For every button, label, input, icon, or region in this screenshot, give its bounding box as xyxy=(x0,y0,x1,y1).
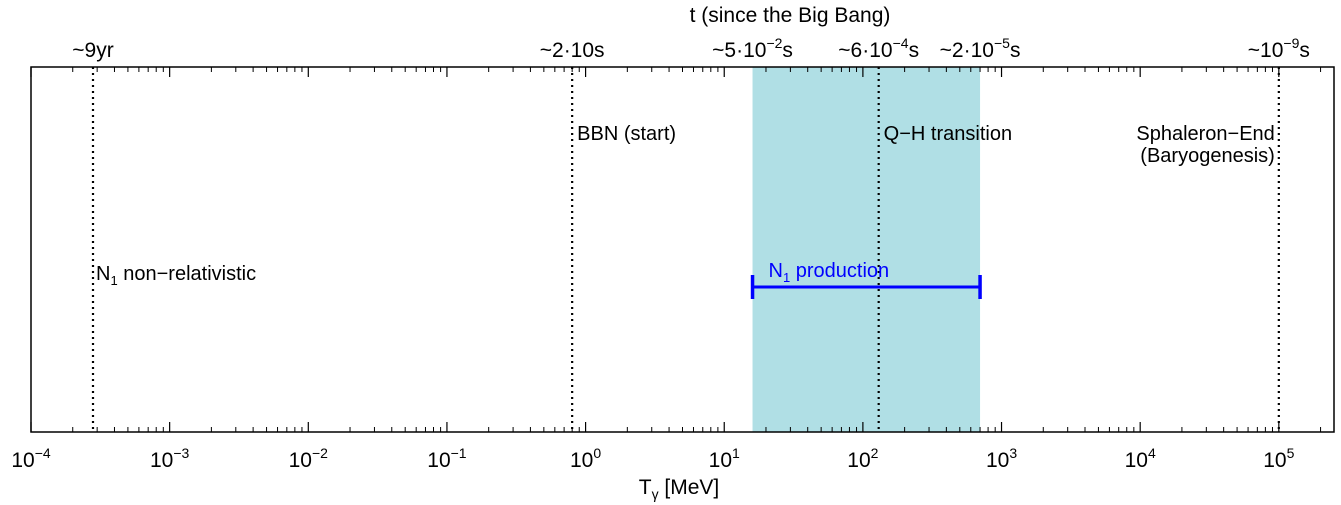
chart-title: t (since the Big Bang) xyxy=(690,4,891,27)
marker-label: BBN (start) xyxy=(577,123,676,145)
x-tick-label: 102 xyxy=(847,445,878,472)
time-tick-label: ~10−9s xyxy=(1248,35,1310,62)
top-ticks: ~9yr ~2·10s ~5·10−2s ~6·10−4s ~2·10−5s ~10−9s xyxy=(72,35,1310,62)
marker-labels: BBN (start) Q−H transition Sphaleron−End(B… xyxy=(577,123,1275,167)
x-tick-label: 101 xyxy=(709,445,740,472)
x-tick-label: 104 xyxy=(1125,445,1156,472)
nonrelativistic-label: N1 non−relativistic xyxy=(96,263,256,288)
x-tick-label: 10−1 xyxy=(427,445,467,472)
shaded-region xyxy=(752,67,981,432)
x-axis-label: Tγ [MeV] xyxy=(639,476,720,502)
marker-label: (Baryogenesis) xyxy=(1140,145,1275,167)
x-tick-label: 10−3 xyxy=(150,445,190,472)
marker-label: Q−H transition xyxy=(884,123,1012,145)
x-tick-label: 103 xyxy=(986,445,1017,472)
time-tick-label: ~5·10−2s xyxy=(712,35,793,62)
time-tick-label: ~9yr xyxy=(72,39,113,62)
x-tick-label: 10−4 xyxy=(11,445,51,472)
x-tick-label: 105 xyxy=(1263,445,1294,472)
bottom-ticks: 10−4 10−3 10−2 10−1 100 101 102 103 104 105 xyxy=(11,67,1322,472)
x-tick-label: 100 xyxy=(570,445,601,472)
marker-label: Sphaleron−End xyxy=(1136,123,1274,145)
vertical-markers xyxy=(91,67,1280,432)
time-tick-label: ~2·10−5s xyxy=(940,35,1021,62)
production-bar: N1 production xyxy=(750,260,982,299)
plot-frame xyxy=(30,66,1335,433)
time-tick-label: ~2·10s xyxy=(540,39,605,62)
time-tick-label: ~6·10−4s xyxy=(838,35,919,62)
x-tick-label: 10−2 xyxy=(289,445,329,472)
production-label: N1 production xyxy=(769,260,890,285)
